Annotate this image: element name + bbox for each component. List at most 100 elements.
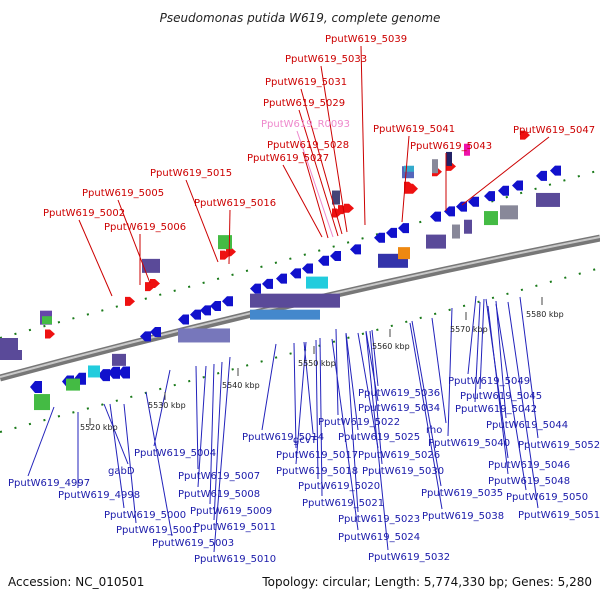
gene-label: PputW619_5034	[358, 403, 440, 414]
bottom-leader-line	[335, 328, 339, 416]
top-leader-line	[300, 88, 343, 235]
gene-label: PputW619_5029	[263, 98, 345, 109]
gene-glyph	[178, 314, 189, 325]
top-leader-line	[282, 164, 323, 238]
gene-label: PputW619_5048	[488, 476, 570, 487]
bottom-leader-line	[213, 361, 223, 521]
gene-glyph	[112, 353, 126, 366]
gene-label: PputW619_5025	[338, 432, 420, 443]
bottom-leader-line	[369, 330, 383, 465]
gene-label: PputW619_5052	[518, 440, 600, 451]
gene-glyph	[444, 206, 455, 217]
gene-label: PputW619_5000	[104, 510, 186, 521]
bottom-leader-line	[409, 322, 443, 510]
gene-label: PputW619_5009	[190, 506, 272, 517]
gene-glyph	[468, 196, 479, 207]
top-leader-line	[296, 130, 334, 238]
bottom-leader-line	[213, 356, 231, 553]
gene-glyph	[374, 232, 385, 243]
gene-glyph	[200, 305, 211, 316]
gene-label: PputW619_5038	[422, 511, 504, 522]
gene-glyph	[350, 244, 361, 255]
bottom-leader-line	[293, 342, 297, 449]
gene-label: PputW619_5007	[178, 471, 260, 482]
gene-label: PputW619_5042	[455, 404, 537, 415]
gene-glyph	[432, 159, 438, 174]
gene-glyph	[34, 394, 50, 411]
bottom-leader-line	[495, 300, 507, 419]
gene-label: PputW619_5020	[298, 481, 380, 492]
gene-label: PputW619_5046	[488, 460, 570, 471]
gene-label: PputW619_5021	[302, 498, 384, 509]
gene-glyph	[140, 331, 151, 342]
bottom-leader-line	[467, 295, 477, 375]
gene-glyph	[330, 251, 341, 261]
genome-backbone	[0, 234, 600, 382]
gene-label: PputW619_5039	[325, 34, 407, 45]
top-leader-line	[185, 179, 219, 263]
gene-glyph	[45, 329, 55, 339]
gene-glyph	[398, 247, 410, 260]
bottom-leader-line	[345, 333, 359, 513]
bottom-leader-line	[365, 330, 379, 402]
gene-glyph	[520, 130, 530, 140]
gene-glyph	[142, 258, 160, 273]
bottom-gene-labels: PputW619_5036 PputW619_5049 PputW619_5045 P…	[8, 376, 600, 565]
gene-label: PputW619_5005	[82, 188, 164, 199]
gene-glyph	[512, 180, 523, 191]
bottom-leader-line	[261, 343, 277, 431]
top-leader-line	[320, 65, 348, 233]
top-gene-labels: PputW619_5039 PputW619_5033 PputW619_5031 P…	[43, 34, 595, 233]
gene-glyph	[498, 185, 509, 196]
bottom-leader-line	[319, 337, 323, 497]
bottom-leader-line	[487, 305, 509, 475]
gene-label: PputW619_5031	[265, 77, 347, 88]
gene-glyph	[344, 203, 354, 213]
gene-label: PputW619_5008	[178, 489, 260, 500]
gene-glyph	[276, 273, 287, 284]
bottom-leader-line	[145, 391, 173, 537]
gene-label: PputW619_4997	[8, 478, 90, 489]
gene-label: PputW619_5033	[285, 54, 367, 65]
label-leader-lines	[27, 45, 550, 553]
gene-glyph	[210, 301, 221, 311]
gene-glyph	[218, 235, 232, 250]
gene-glyph	[150, 279, 160, 288]
tick-label: 5540 kbp	[222, 381, 260, 390]
gene-glyph	[404, 183, 418, 194]
gene-glyph	[302, 263, 313, 274]
gene-glyph	[250, 309, 320, 320]
gene-glyph	[250, 283, 261, 294]
gene-glyph	[306, 276, 328, 289]
gene-label: PputW619_5049	[448, 376, 530, 387]
gene-label: PputW619_5024	[338, 532, 420, 543]
top-leader-line	[360, 45, 366, 226]
gene-label: PputW619_5023	[338, 514, 420, 525]
tick-label: 5570 kbp	[450, 325, 488, 334]
gene-glyph	[500, 205, 518, 220]
bottom-leader-line	[103, 403, 129, 465]
top-leader-line	[298, 109, 339, 237]
gene-label: PputW619_4998	[58, 490, 140, 501]
gene-label: PputW619_5028	[267, 140, 349, 151]
gene-glyph	[0, 350, 22, 360]
bottom-leader-line	[331, 338, 359, 531]
top-leader-line	[228, 209, 231, 265]
bottom-leader-line	[495, 303, 527, 491]
gene-label: PputW619_5030	[362, 466, 444, 477]
kbp-ticks: 5520 kbp 5530 kbp 5540 kbp 5550 kbp 5560 kbp…	[80, 297, 564, 432]
gene-glyph	[250, 293, 340, 308]
gene-glyph	[222, 296, 233, 307]
bottom-leader-line	[371, 329, 379, 387]
gene-label: PputW619_5010	[194, 554, 276, 565]
gene-label: PputW619_5002	[43, 208, 125, 219]
top-leader-line	[302, 151, 329, 239]
map-title: Pseudomonas putida W619, complete genome	[160, 11, 441, 25]
gene-glyph	[30, 381, 42, 393]
gene-glyph	[125, 296, 135, 306]
gene-glyph	[550, 165, 561, 176]
gene-glyph	[426, 234, 446, 249]
top-leader-line	[117, 199, 151, 284]
bottom-leader-line	[507, 301, 539, 509]
